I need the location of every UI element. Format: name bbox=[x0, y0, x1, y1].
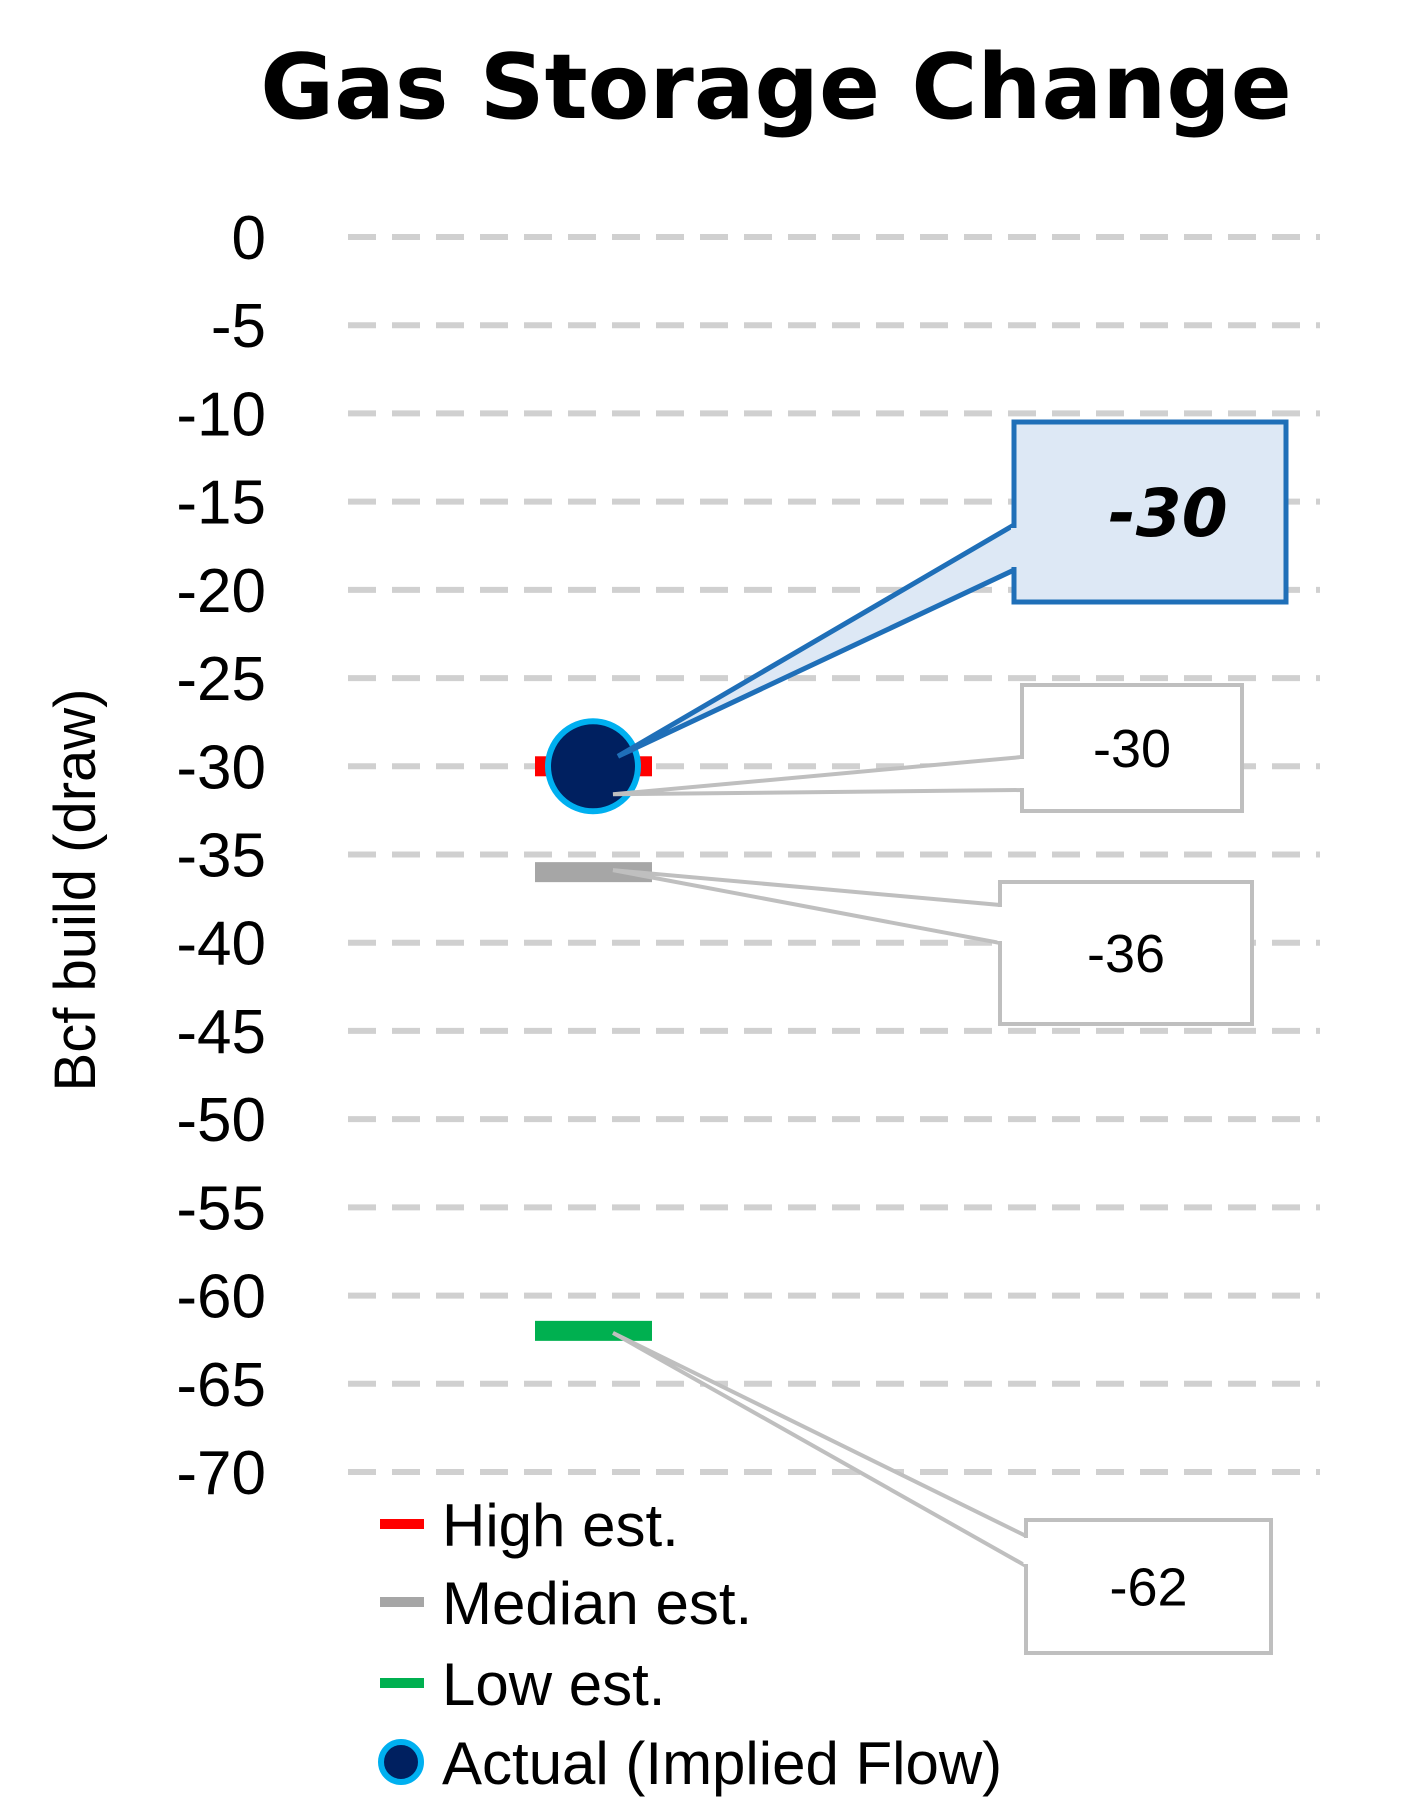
actual-data-label: -30 bbox=[1108, 475, 1227, 552]
median-callout-box bbox=[998, 880, 1254, 1026]
median-callout-leader bbox=[612, 868, 1002, 946]
y-tick-label: -10 bbox=[176, 380, 266, 449]
actual-callout: -30 bbox=[616, 419, 1289, 759]
legend: High est. Median est. Low est. Actual (Impl… bbox=[378, 1492, 1002, 1797]
legend-label: Low est. bbox=[442, 1651, 665, 1718]
low-estimate-mark bbox=[535, 1320, 652, 1341]
legend-label: Actual (Implied Flow) bbox=[442, 1730, 1002, 1797]
median-data-label: -36 bbox=[1087, 924, 1165, 984]
y-tick-label: -60 bbox=[176, 1263, 266, 1332]
legend-label: Median est. bbox=[442, 1570, 752, 1637]
legend-item-actual: Actual (Implied Flow) bbox=[378, 1730, 1002, 1797]
high-callout: -30 bbox=[612, 683, 1244, 813]
y-tick-label: -25 bbox=[176, 645, 266, 714]
legend-swatch-circle bbox=[378, 1739, 424, 1785]
y-tick-label: 0 bbox=[232, 204, 266, 273]
high-callout-box bbox=[1020, 683, 1244, 813]
chart-title: Gas Storage Change bbox=[260, 35, 1291, 140]
legend-item-low: Low est. bbox=[380, 1651, 665, 1718]
y-tick-label: -65 bbox=[176, 1351, 266, 1420]
actual-callout-leader bbox=[616, 520, 1017, 759]
y-axis-ticks: 0 -5 -10 -15 -20 -25 -30 -35 -40 -45 -50 -55 -60 -65 -… bbox=[176, 204, 266, 1508]
median-callout: -36 bbox=[612, 868, 1254, 1026]
legend-item-high: High est. bbox=[380, 1492, 679, 1559]
data-callouts: -30 -36 -62 -30 bbox=[612, 419, 1289, 1655]
y-tick-label: -15 bbox=[176, 469, 266, 538]
legend-label: High est. bbox=[442, 1492, 679, 1559]
low-callout: -62 bbox=[612, 1331, 1273, 1655]
y-tick-label: -70 bbox=[176, 1439, 266, 1508]
y-tick-label: -30 bbox=[176, 733, 266, 802]
actual-point bbox=[545, 718, 641, 815]
y-tick-label: -35 bbox=[176, 822, 266, 891]
y-tick-label: -20 bbox=[176, 557, 266, 626]
legend-swatch-line bbox=[380, 1597, 424, 1607]
y-tick-label: -50 bbox=[176, 1086, 266, 1155]
high-data-label: -30 bbox=[1093, 719, 1171, 779]
low-callout-box bbox=[1024, 1518, 1273, 1655]
y-tick-label: -40 bbox=[176, 910, 266, 979]
low-data-label: -62 bbox=[1109, 1558, 1187, 1618]
y-tick-label: -55 bbox=[176, 1174, 266, 1243]
legend-swatch-line bbox=[380, 1678, 424, 1688]
legend-swatch-line bbox=[380, 1519, 424, 1529]
actual-callout-box bbox=[1011, 419, 1289, 605]
y-tick-label: -5 bbox=[211, 292, 266, 361]
data-marks bbox=[535, 718, 652, 1341]
median-estimate-mark bbox=[535, 862, 652, 883]
y-tick-label: -45 bbox=[176, 998, 266, 1067]
high-callout-leader bbox=[612, 754, 1024, 797]
legend-item-median: Median est. bbox=[380, 1570, 752, 1637]
y-axis-label: Bcf build (draw) bbox=[43, 689, 108, 1092]
